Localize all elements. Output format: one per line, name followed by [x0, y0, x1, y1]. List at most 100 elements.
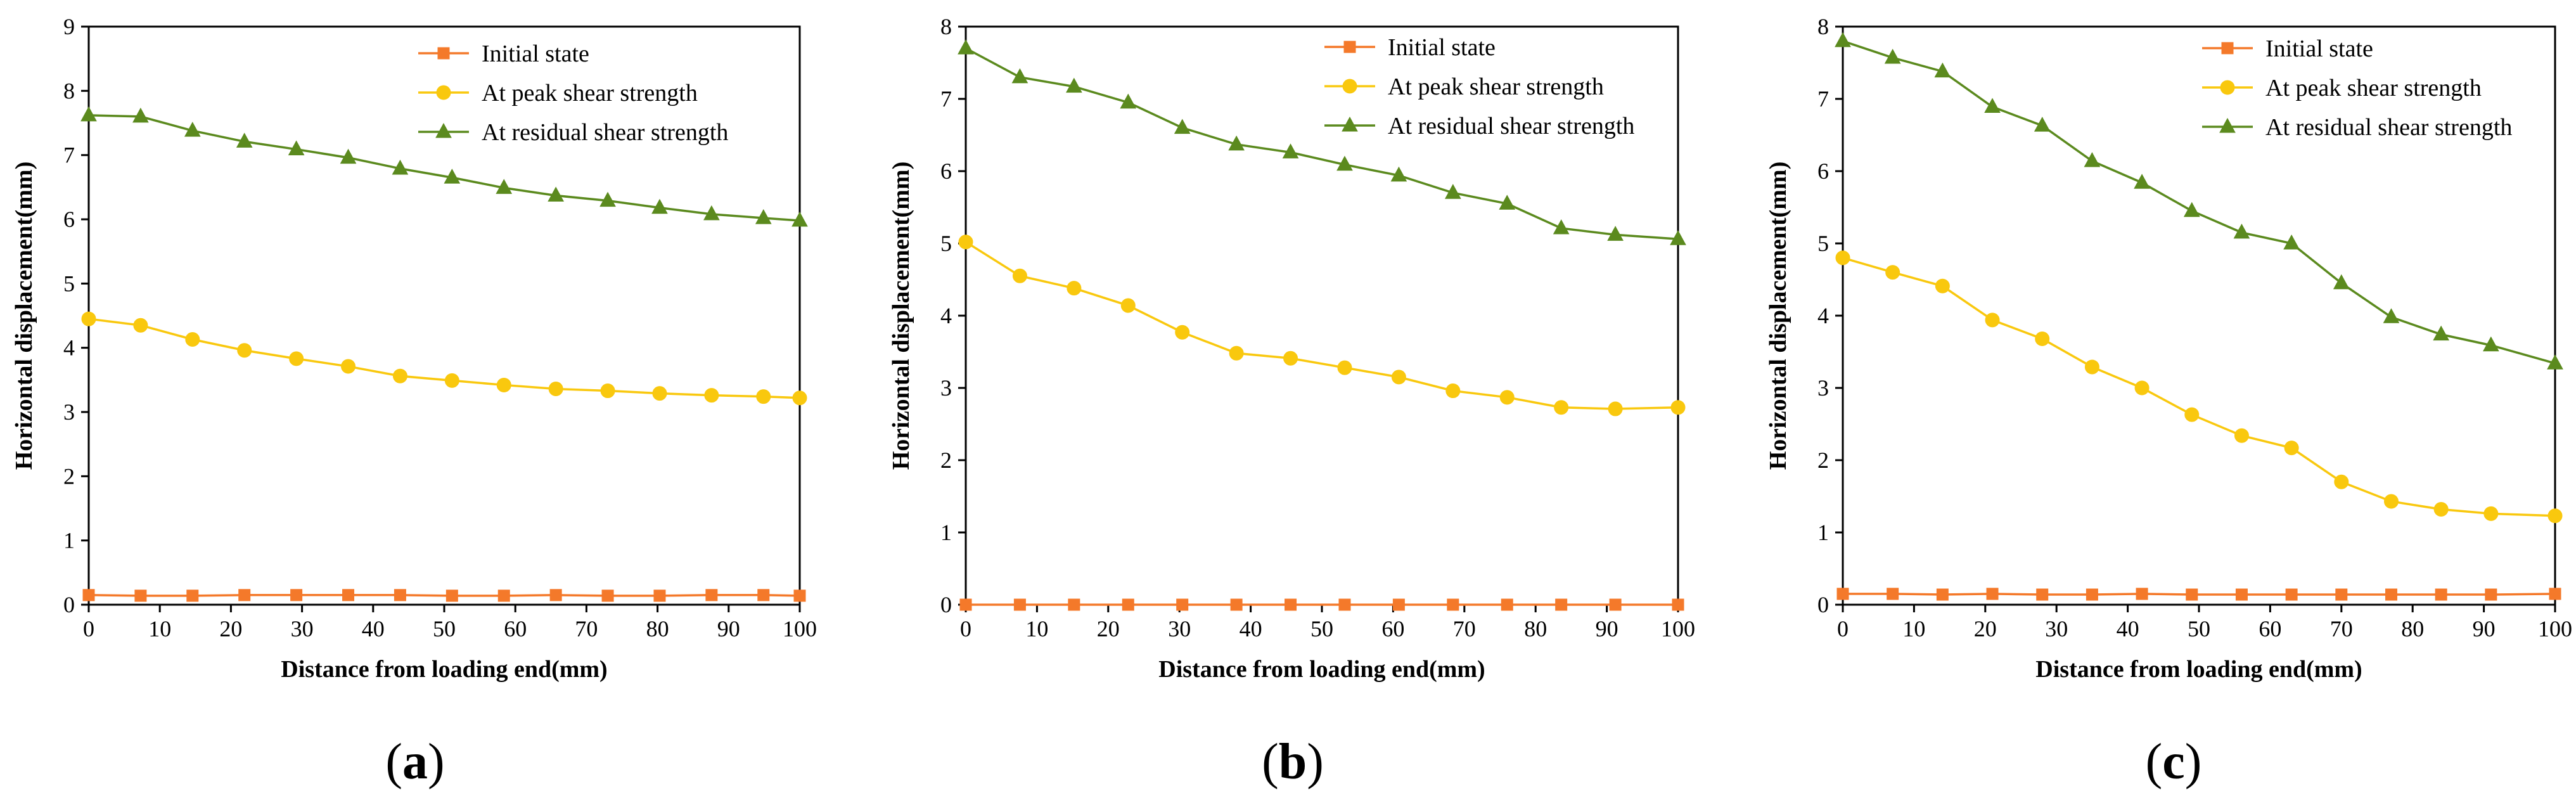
data-point	[1175, 325, 1190, 340]
plot-frame	[1842, 25, 2556, 606]
y-tick-label: 6	[940, 158, 952, 184]
legend-marker	[436, 85, 451, 100]
data-point	[2184, 407, 2200, 422]
data-point	[2385, 588, 2397, 601]
data-point	[238, 589, 251, 602]
legend: Initial state At peak shear strength At re…	[418, 41, 728, 146]
data-point	[705, 589, 718, 602]
x-tick-label: 30	[1168, 616, 1191, 641]
legend-marker	[2221, 42, 2234, 55]
data-point	[2383, 494, 2399, 509]
x-tick-label: 90	[2473, 616, 2496, 641]
y-tick-label: 5	[940, 231, 952, 256]
data-point	[1934, 62, 1951, 78]
x-tick-label: 10	[1025, 616, 1048, 641]
data-point	[1391, 370, 1406, 385]
legend: Initial state At peak shear strength At re…	[1324, 34, 1634, 139]
data-point	[341, 359, 356, 374]
data-point	[1067, 281, 1082, 296]
y-tick-label: 3	[63, 399, 75, 425]
data-point	[342, 589, 355, 602]
data-point	[132, 107, 149, 123]
data-point	[1887, 588, 1899, 600]
data-point	[792, 390, 807, 406]
x-tick-label: 0	[83, 616, 94, 641]
legend-marker	[2220, 80, 2235, 95]
y-tick-label: 4	[1817, 303, 1829, 328]
y-tick-label: 5	[1817, 231, 1829, 256]
data-point	[1936, 588, 1949, 601]
data-point	[1835, 250, 1850, 266]
series-triangle	[958, 39, 1686, 245]
legend-marker	[2219, 117, 2236, 133]
x-tick-label: 0	[1837, 616, 1849, 641]
data-point	[2283, 234, 2300, 250]
data-point	[392, 368, 407, 383]
series-square	[959, 598, 1684, 611]
series-circle	[81, 311, 807, 406]
x-tick-label: 80	[2401, 616, 2424, 641]
data-point	[2435, 588, 2447, 601]
x-tick-label: 40	[362, 616, 385, 641]
data-point	[1283, 351, 1298, 366]
chart-panel-a: 0 10 20 30 40 50 60 70 80 90 100 0 1 2 3 4 5 6 7 8 9 Distance…	[11, 14, 817, 790]
data-point	[793, 589, 806, 602]
data-point	[80, 106, 97, 122]
y-tick-label: 3	[1817, 375, 1829, 401]
data-point	[755, 209, 772, 224]
data-point	[1885, 265, 1900, 280]
legend-marker	[1342, 116, 1358, 132]
chart-panel-b: 0 10 20 30 40 50 60 70 80 90 100 0 1 2 3 4 5 6 7 8 Distance …	[888, 14, 1695, 790]
data-point	[186, 589, 199, 602]
legend-marker	[435, 122, 452, 138]
data-point	[2547, 354, 2563, 370]
data-point	[703, 205, 720, 221]
data-point	[1501, 598, 1513, 611]
data-point	[2549, 588, 2561, 600]
data-point	[1011, 68, 1028, 84]
x-tick-label: 50	[433, 616, 456, 641]
data-point	[958, 235, 973, 250]
data-point	[340, 148, 357, 164]
y-tick-label: 2	[1817, 448, 1829, 473]
panel-label: (c)	[2146, 734, 2202, 790]
data-point	[651, 198, 668, 214]
data-point	[2483, 506, 2499, 521]
data-point	[2485, 588, 2497, 601]
data-point	[652, 386, 667, 401]
data-point	[185, 332, 200, 347]
x-tick-label: 60	[504, 616, 527, 641]
data-point	[549, 589, 562, 602]
data-point	[791, 211, 808, 227]
series-line	[1843, 593, 2556, 596]
data-point	[1120, 298, 1136, 313]
x-tick-label: 0	[960, 616, 971, 641]
legend-entry-label: Initial state	[482, 41, 589, 67]
series-line	[1842, 257, 2556, 517]
panel-label: (a)	[385, 734, 444, 790]
series-circle	[1835, 250, 2563, 524]
data-point	[1835, 32, 1851, 48]
data-point	[444, 373, 459, 388]
data-point	[1670, 400, 1686, 415]
data-point	[1228, 135, 1245, 151]
panel-letter: a	[402, 734, 428, 790]
y-tick-label: 3	[940, 375, 952, 401]
x-tick-label: 60	[2259, 616, 2281, 641]
data-point	[653, 589, 666, 602]
data-point	[1336, 155, 1353, 171]
data-point	[2383, 308, 2400, 323]
data-point	[548, 382, 563, 397]
x-tick-label: 80	[1524, 616, 1547, 641]
legend: Initial state At peak shear strength At re…	[2202, 35, 2512, 141]
data-point	[959, 598, 972, 611]
data-point	[2035, 331, 2050, 346]
data-point	[1174, 119, 1191, 134]
x-tick-label: 70	[2330, 616, 2353, 641]
data-point	[2285, 588, 2298, 601]
y-axis-title: Horizontal displacement(mm)	[888, 162, 914, 470]
data-point	[2183, 202, 2200, 217]
data-point	[958, 39, 974, 55]
series-line	[965, 47, 1679, 240]
x-tick-label: 90	[717, 616, 740, 641]
